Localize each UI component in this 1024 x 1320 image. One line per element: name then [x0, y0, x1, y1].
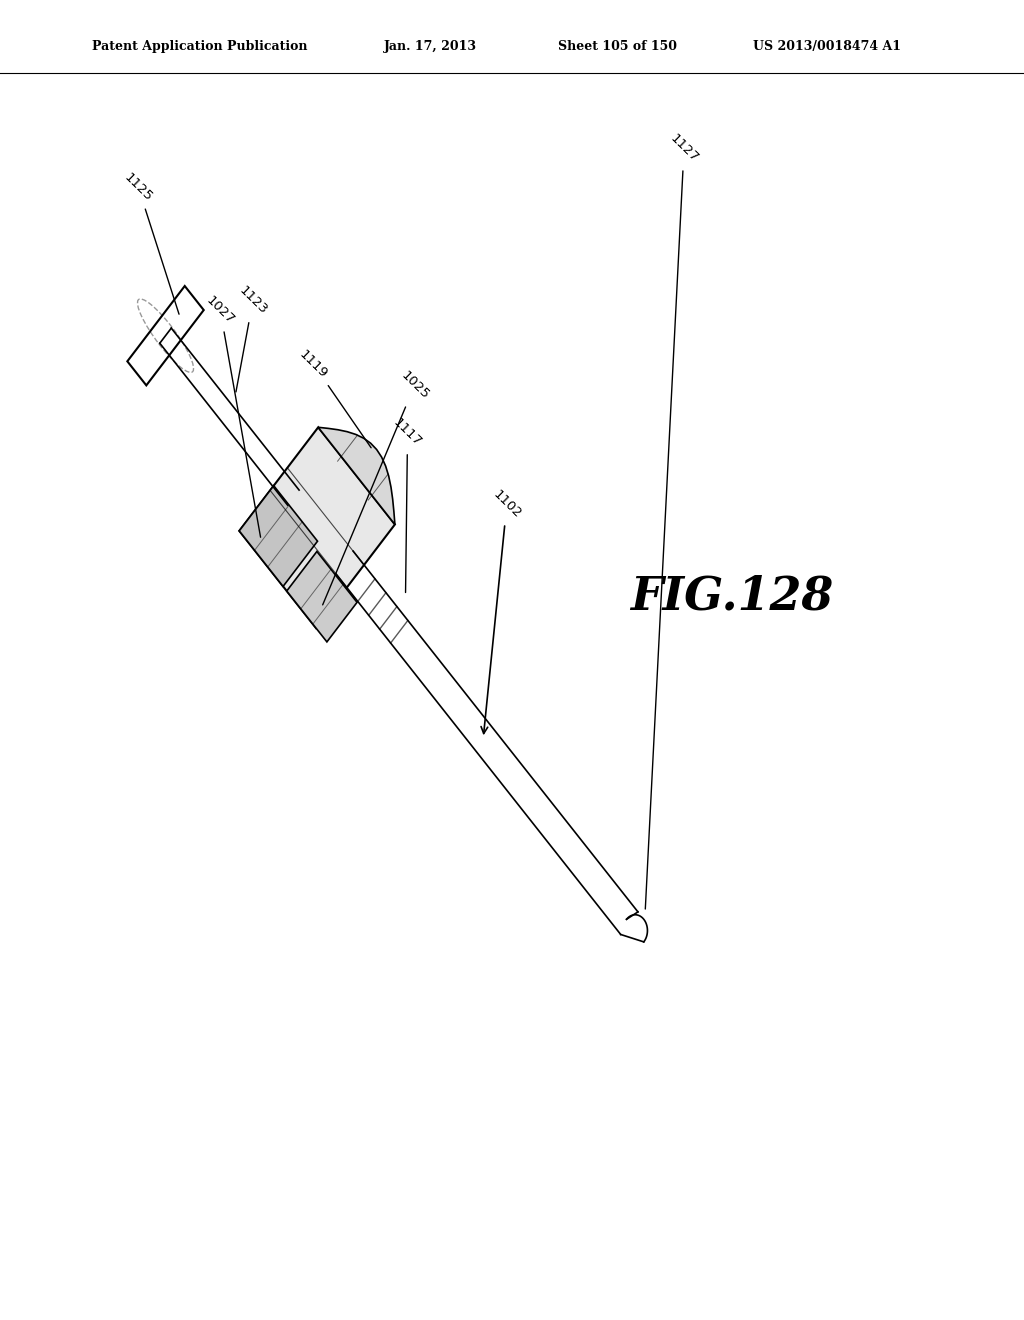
Text: US 2013/0018474 A1: US 2013/0018474 A1 [753, 40, 901, 53]
Text: 1125: 1125 [122, 170, 179, 314]
Polygon shape [318, 428, 395, 524]
Text: 1025: 1025 [323, 368, 431, 605]
Polygon shape [287, 552, 357, 642]
Text: 1117: 1117 [391, 416, 424, 593]
Text: Jan. 17, 2013: Jan. 17, 2013 [384, 40, 477, 53]
Text: 1127: 1127 [645, 132, 700, 909]
Polygon shape [240, 428, 395, 628]
Polygon shape [240, 486, 317, 586]
Text: 1123: 1123 [236, 284, 269, 392]
Text: FIG.128: FIG.128 [631, 574, 834, 619]
Text: Sheet 105 of 150: Sheet 105 of 150 [558, 40, 677, 53]
Text: 1119: 1119 [297, 347, 371, 447]
Text: 1102: 1102 [481, 487, 523, 734]
Text: 1027: 1027 [204, 293, 260, 537]
Text: Patent Application Publication: Patent Application Publication [92, 40, 307, 53]
Polygon shape [127, 286, 204, 385]
